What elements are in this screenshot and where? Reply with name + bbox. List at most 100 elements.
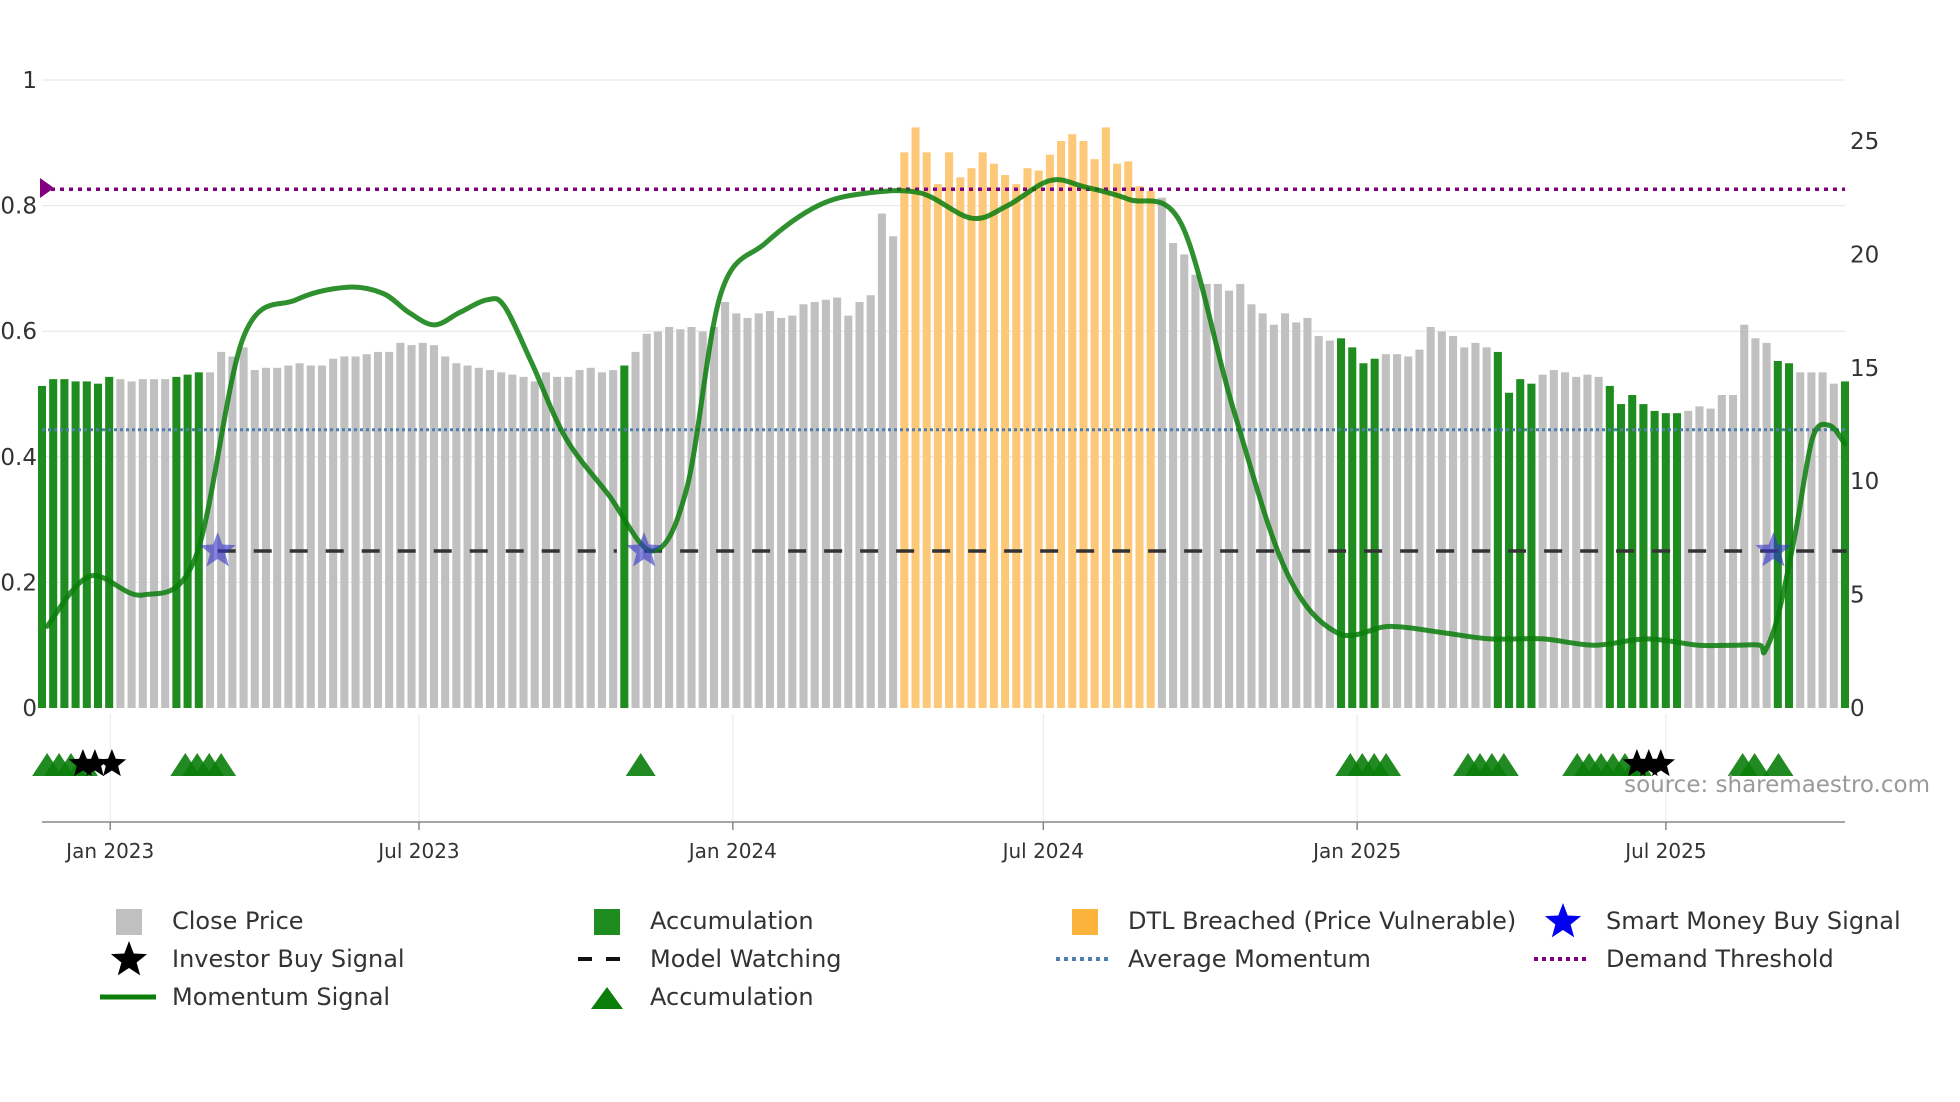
demand-threshold-line: [40, 178, 1845, 198]
price-bar: [1527, 383, 1536, 708]
price-bar: [575, 370, 584, 708]
price-bar: [1650, 410, 1659, 708]
price-bar: [620, 365, 629, 708]
price-bar: [49, 379, 58, 708]
price-bar: [116, 379, 125, 708]
price-bar: [1639, 404, 1648, 708]
price-bar: [1549, 370, 1558, 708]
investor-buy-star: [1622, 749, 1652, 777]
price-bar: [1359, 363, 1368, 708]
price-bar: [1337, 338, 1346, 708]
price-bar: [474, 367, 483, 708]
price-bar: [441, 356, 450, 708]
price-bar: [508, 374, 517, 708]
price-bar: [530, 381, 539, 708]
price-bar: [82, 381, 91, 708]
price-bar: [1191, 274, 1200, 708]
price-bar: [810, 302, 819, 708]
price-bar: [295, 363, 304, 708]
price-bar: [1471, 342, 1480, 708]
right-axis-tick-label: 15: [1850, 356, 1879, 382]
price-bar: [676, 329, 685, 708]
investor-buy-star: [80, 749, 110, 777]
price-bar: [1314, 336, 1323, 708]
price-bar: [1672, 413, 1682, 708]
left-axis-tick-label: 0.8: [0, 194, 37, 220]
right-axis-tick-label: 0: [1850, 696, 1865, 722]
price-bar: [541, 372, 550, 708]
price-bar: [1493, 351, 1502, 708]
price-bar: [497, 372, 506, 708]
x-axis-tick-label: Jul 2023: [376, 839, 459, 863]
price-bar: [1807, 372, 1816, 708]
price-bar: [1796, 372, 1805, 708]
price-bar: [1213, 283, 1222, 708]
price-bar: [1079, 141, 1088, 708]
price-bar: [1034, 170, 1043, 708]
source-label: source: sharemaestro.com: [1624, 772, 1930, 798]
price-bar: [1661, 413, 1670, 708]
price-bar: [1045, 154, 1054, 708]
price-bar: [609, 370, 618, 708]
price-bar: [1101, 127, 1110, 709]
price-bar: [967, 168, 976, 708]
price-bar: [989, 163, 998, 708]
price-bar: [1762, 342, 1771, 708]
price-bar: [1840, 381, 1850, 708]
price-bar: [407, 345, 416, 708]
price-bar: [553, 376, 562, 708]
price-bar: [1202, 283, 1211, 708]
price-bar: [956, 177, 965, 709]
price-bar: [844, 315, 853, 708]
x-axis-tick-label: Jul 2024: [1001, 839, 1084, 863]
price-bar: [1437, 331, 1446, 708]
x-axis-tick-label: Jul 2025: [1623, 839, 1706, 863]
investor-buy-star: [97, 749, 127, 777]
accumulation-triangle: [1371, 753, 1402, 776]
price-bar: [698, 331, 707, 708]
price-bar: [1695, 406, 1704, 708]
price-bar: [1135, 186, 1144, 709]
x-axis-tick-label: Jan 2023: [64, 839, 154, 863]
price-bar: [1001, 175, 1010, 708]
price-bar: [564, 376, 573, 708]
price-bars: [37, 127, 1850, 709]
price-bar: [250, 370, 259, 708]
x-axis-tick-label: Jan 2024: [687, 839, 777, 863]
left-axis-tick-label: 0.2: [0, 570, 37, 596]
price-bar: [329, 358, 338, 708]
price-bar: [1012, 184, 1021, 709]
price-bar: [732, 313, 741, 708]
price-bar: [1269, 324, 1278, 708]
price-bar: [1449, 336, 1458, 708]
price-bar: [228, 356, 237, 708]
price-bar: [933, 184, 942, 709]
price-bar: [1415, 349, 1424, 708]
price-bar: [161, 379, 170, 708]
price-bar: [396, 342, 405, 708]
price-bar: [172, 376, 181, 708]
price-bar: [418, 342, 427, 708]
price-bar: [653, 331, 662, 708]
price-bar: [340, 356, 349, 708]
left-axis-tick-label: 0: [22, 696, 37, 722]
price-bar: [1426, 326, 1435, 708]
price-bar: [1829, 383, 1838, 708]
price-bar: [1281, 313, 1290, 708]
price-bar: [1303, 317, 1312, 708]
price-bar: [1482, 347, 1491, 708]
price-bar: [1157, 197, 1166, 708]
price-bar: [1169, 243, 1178, 708]
price-bar: [385, 351, 394, 708]
price-bar: [93, 383, 103, 708]
price-bar: [642, 333, 651, 708]
price-bar: [855, 302, 864, 708]
price-bar: [183, 374, 192, 708]
price-bar: [1292, 322, 1301, 708]
price-bar: [1773, 360, 1782, 708]
price-bar: [1180, 254, 1189, 708]
price-bar: [1225, 290, 1234, 708]
price-bar: [1516, 379, 1525, 708]
